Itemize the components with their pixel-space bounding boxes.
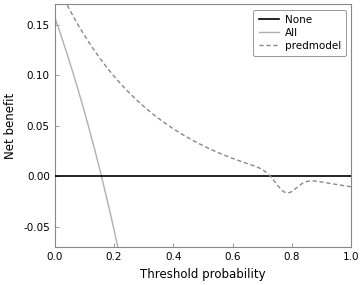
None [193, 175, 198, 178]
predmodel [340, 184, 345, 187]
predmodel [68, 9, 72, 12]
None [229, 175, 233, 178]
Line: All: All [55, 17, 351, 285]
None [349, 175, 353, 178]
X-axis label: Threshold probability: Threshold probability [140, 268, 266, 280]
Legend: None, All, predmodel: None, All, predmodel [253, 10, 346, 56]
predmodel [189, 138, 193, 141]
predmodel [285, 191, 290, 195]
Y-axis label: Net benefit: Net benefit [4, 93, 17, 159]
predmodel [349, 185, 353, 188]
Line: predmodel: predmodel [55, 0, 351, 193]
None [213, 175, 217, 178]
predmodel [340, 184, 345, 187]
None [195, 175, 199, 178]
predmodel [286, 191, 290, 194]
predmodel [197, 142, 201, 145]
None [296, 175, 300, 178]
None [342, 175, 347, 178]
All [53, 16, 57, 19]
None [52, 175, 57, 178]
All [68, 62, 72, 65]
